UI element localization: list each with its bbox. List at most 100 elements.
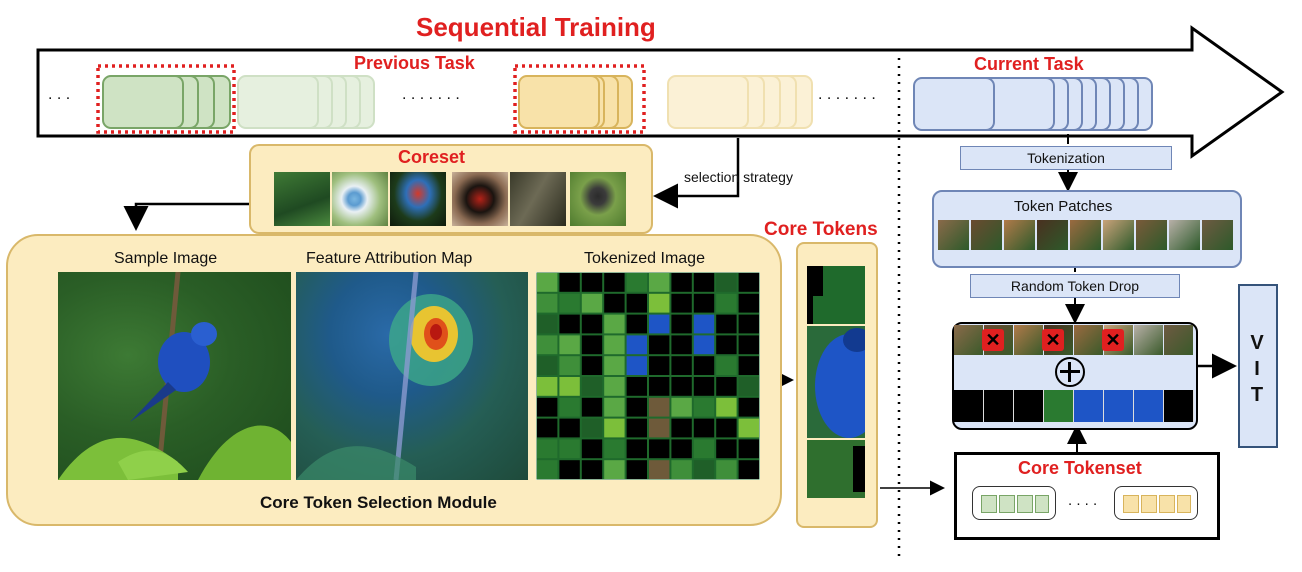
token-cell: [738, 356, 759, 375]
token-patch: [1004, 220, 1035, 250]
feature-attribution-map: [296, 272, 528, 480]
core-token-row: [954, 390, 1194, 422]
token-cell: [581, 460, 603, 479]
token-cell: [604, 273, 625, 292]
token-cell: [626, 293, 647, 313]
token-patch-row: [938, 220, 1234, 250]
token-cell: [604, 335, 625, 355]
token-cell: [693, 356, 715, 375]
coreset-image-1: [274, 172, 330, 226]
token-cell: [738, 273, 759, 292]
token-cell: [693, 335, 715, 355]
ellipsis-left: . . .: [48, 86, 71, 103]
random-token-drop-box: Random Token Drop: [970, 274, 1180, 298]
selection-strategy-label: selection strategy: [684, 169, 793, 185]
plus-circle-icon: [1055, 357, 1085, 387]
token-cell: [581, 356, 603, 375]
token-cell: [559, 273, 580, 292]
token-cell: [693, 460, 715, 479]
token-cell: [671, 397, 692, 417]
token-cell: [626, 377, 647, 396]
token-cell: [671, 356, 692, 375]
token-cell: [604, 377, 625, 396]
ellipsis-mid-1: . . . . . . .: [402, 86, 460, 103]
core-token-1: [807, 266, 865, 324]
token-cell: [738, 314, 759, 334]
token-cell: [738, 460, 759, 479]
token-cell: [649, 356, 670, 375]
token-cell: [581, 439, 603, 459]
token-cell: [649, 335, 670, 355]
token-patch: [1169, 220, 1200, 250]
coreset-image-4: [452, 172, 508, 226]
token-cell: [581, 273, 603, 292]
token-cell: [716, 356, 737, 375]
token-cell: [537, 439, 558, 459]
token-cell: [581, 335, 603, 355]
token-cell: [559, 293, 580, 313]
token-cell: [626, 460, 647, 479]
token-cell: [649, 439, 670, 459]
dropped-patch-row: ✕ ✕ ✕: [954, 325, 1193, 355]
token-cell: [716, 273, 737, 292]
dropped-patch: [1014, 325, 1043, 355]
token-cell: [604, 314, 625, 334]
token-patch: [1136, 220, 1167, 250]
token-cell: [581, 293, 603, 313]
token-cell: [604, 397, 625, 417]
token-cell: [649, 397, 670, 417]
core-token-cell: [984, 390, 1014, 422]
dropped-patch: [1164, 325, 1193, 355]
core-token-2: [807, 326, 865, 438]
token-cell: [693, 377, 715, 396]
token-cell: [537, 460, 558, 479]
dropped-patch: [1134, 325, 1163, 355]
token-cell: [671, 335, 692, 355]
token-cell: [716, 314, 737, 334]
token-cell: [738, 335, 759, 355]
vit-label: V I T: [1250, 332, 1264, 406]
token-cell: [693, 418, 715, 438]
sample-image: [58, 272, 291, 480]
token-cell: [716, 293, 737, 313]
token-cell: [693, 293, 715, 313]
token-cell: [537, 335, 558, 355]
drop-x-icon: ✕: [1102, 329, 1124, 351]
token-cell: [604, 460, 625, 479]
token-cell: [626, 397, 647, 417]
drop-x-icon: ✕: [982, 329, 1004, 351]
token-cell: [537, 418, 558, 438]
tokenization-box: Tokenization: [960, 146, 1172, 170]
token-patch: [1070, 220, 1101, 250]
token-cell: [671, 377, 692, 396]
feature-map-label: Feature Attribution Map: [306, 250, 473, 267]
token-patch: [938, 220, 969, 250]
coreset-image-2: [332, 172, 388, 226]
token-cell: [626, 314, 647, 334]
dropped-patch: [954, 325, 983, 355]
token-cell: [738, 377, 759, 396]
token-cell: [537, 314, 558, 334]
token-cell: [738, 418, 759, 438]
token-patch: [1103, 220, 1134, 250]
core-token-cell: [1014, 390, 1044, 422]
previous-task-label: Previous Task: [354, 53, 475, 73]
token-cell: [537, 273, 558, 292]
token-patch: [971, 220, 1002, 250]
token-cell: [649, 418, 670, 438]
previous-task-stack-yellow: [513, 64, 813, 134]
token-cell: [604, 418, 625, 438]
tokenized-image: [536, 272, 760, 480]
token-cell: [604, 439, 625, 459]
token-cell: [716, 397, 737, 417]
token-cell: [559, 377, 580, 396]
token-cell: [581, 377, 603, 396]
core-token-cell: [1074, 390, 1104, 422]
coreset-to-module-arrow: [123, 202, 250, 231]
token-cell: [649, 273, 670, 292]
selection-arrow: [653, 138, 740, 209]
current-task-label: Current Task: [974, 54, 1084, 74]
token-cell: [626, 335, 647, 355]
token-cell: [671, 460, 692, 479]
token-cell: [626, 439, 647, 459]
